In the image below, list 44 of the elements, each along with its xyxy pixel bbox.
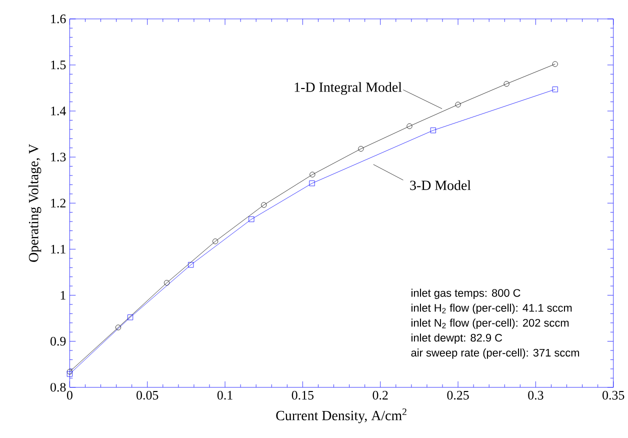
point xyxy=(310,172,316,178)
point xyxy=(188,262,194,268)
x-tick-label: 0.05 xyxy=(136,390,158,400)
y-tick-label: 1.1 xyxy=(51,244,66,254)
point xyxy=(66,368,72,374)
point xyxy=(164,280,170,286)
y-tick-label: 1.2 xyxy=(51,198,66,208)
x-tick-label: 0 xyxy=(66,390,72,400)
y-tick-label: 0.9 xyxy=(50,336,66,346)
annotation: inlet gas temps: 800 C xyxy=(412,288,520,299)
x-tick-label: 0.25 xyxy=(447,390,469,400)
point xyxy=(504,81,510,87)
y-tick-label: 1.6 xyxy=(51,14,66,24)
y-tick-label: 1.4 xyxy=(51,106,66,116)
point xyxy=(212,238,218,244)
point xyxy=(261,202,267,208)
annotation: inlet H$_{2}$ flow (per-cell): 41.1 sccm xyxy=(412,304,572,314)
point xyxy=(552,86,558,92)
point xyxy=(552,61,558,67)
x-tick-label: 0.2 xyxy=(372,390,388,400)
point xyxy=(406,123,412,129)
point xyxy=(309,180,315,186)
point xyxy=(115,324,122,330)
x-tick-label: 0.1 xyxy=(217,390,232,400)
annotation: air sweep rate (per-cell): 371 sccm xyxy=(411,348,580,359)
y-tick-label: 1.3 xyxy=(51,152,66,162)
y-tick-label: 0.8 xyxy=(50,382,66,392)
x-tick-label: 0.3 xyxy=(528,390,544,400)
point xyxy=(66,371,72,377)
point xyxy=(455,102,461,108)
point xyxy=(248,216,254,222)
y-axis-title: Operating Voltage, V xyxy=(28,144,42,262)
point xyxy=(358,146,364,152)
annotation: inlet dewpt: 82.9 C xyxy=(412,334,502,344)
y-tick-label: 1.5 xyxy=(51,60,66,70)
text: 3-D Model xyxy=(410,180,471,190)
x-axis-title: Current Density, A/cm$^{2}$ xyxy=(276,408,406,424)
text: 1-D Integral Model xyxy=(294,82,402,95)
x-tick-label: 0.15 xyxy=(292,390,314,400)
point xyxy=(127,314,134,320)
x-tick-label: 0.35 xyxy=(602,390,624,400)
annotation: inlet N$_{2}$ flow (per-cell): 202 sccm xyxy=(412,318,569,329)
point xyxy=(430,128,436,134)
y-tick-label: 1 xyxy=(60,290,66,300)
